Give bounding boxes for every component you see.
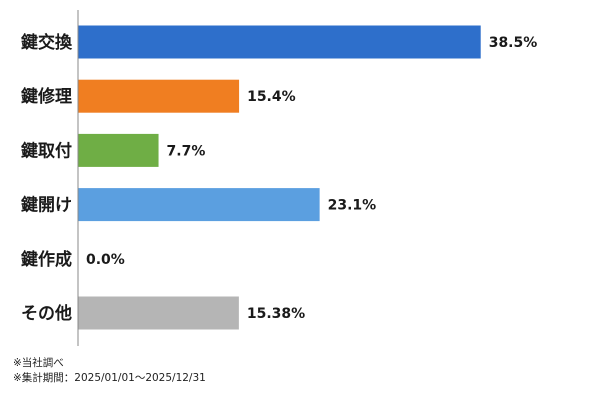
bar-0: [78, 25, 481, 59]
footnote-source: ※当社調べ: [13, 357, 64, 369]
value-label-5: 15.38%: [247, 306, 305, 322]
bar-1: [78, 79, 240, 113]
value-label-3: 23.1%: [328, 198, 377, 214]
footnote-period: ※集計期間：2025/01/01～2025/12/31: [13, 372, 206, 384]
value-label-0: 38.5%: [489, 35, 538, 51]
category-label-0: 鍵交換: [21, 32, 73, 53]
bars-group: [78, 25, 481, 330]
category-label-3: 鍵開け: [21, 195, 72, 216]
value-label-2: 7.7%: [167, 143, 206, 159]
bar-2: [78, 133, 159, 167]
category-label-5: その他: [21, 303, 72, 324]
bar-5: [78, 296, 239, 330]
category-label-4: 鍵作成: [21, 249, 72, 270]
value-label-1: 15.4%: [247, 89, 296, 105]
value-label-4: 0.0%: [86, 252, 125, 268]
value-labels-group: 38.5% 15.4% 7.7% 23.1% 0.0% 15.38%: [86, 35, 537, 322]
bar-3: [78, 188, 320, 222]
category-label-2: 鍵取付: [21, 140, 72, 161]
footnotes: ※当社調べ ※集計期間：2025/01/01～2025/12/31: [13, 356, 206, 386]
category-label-1: 鍵修理: [21, 86, 72, 107]
